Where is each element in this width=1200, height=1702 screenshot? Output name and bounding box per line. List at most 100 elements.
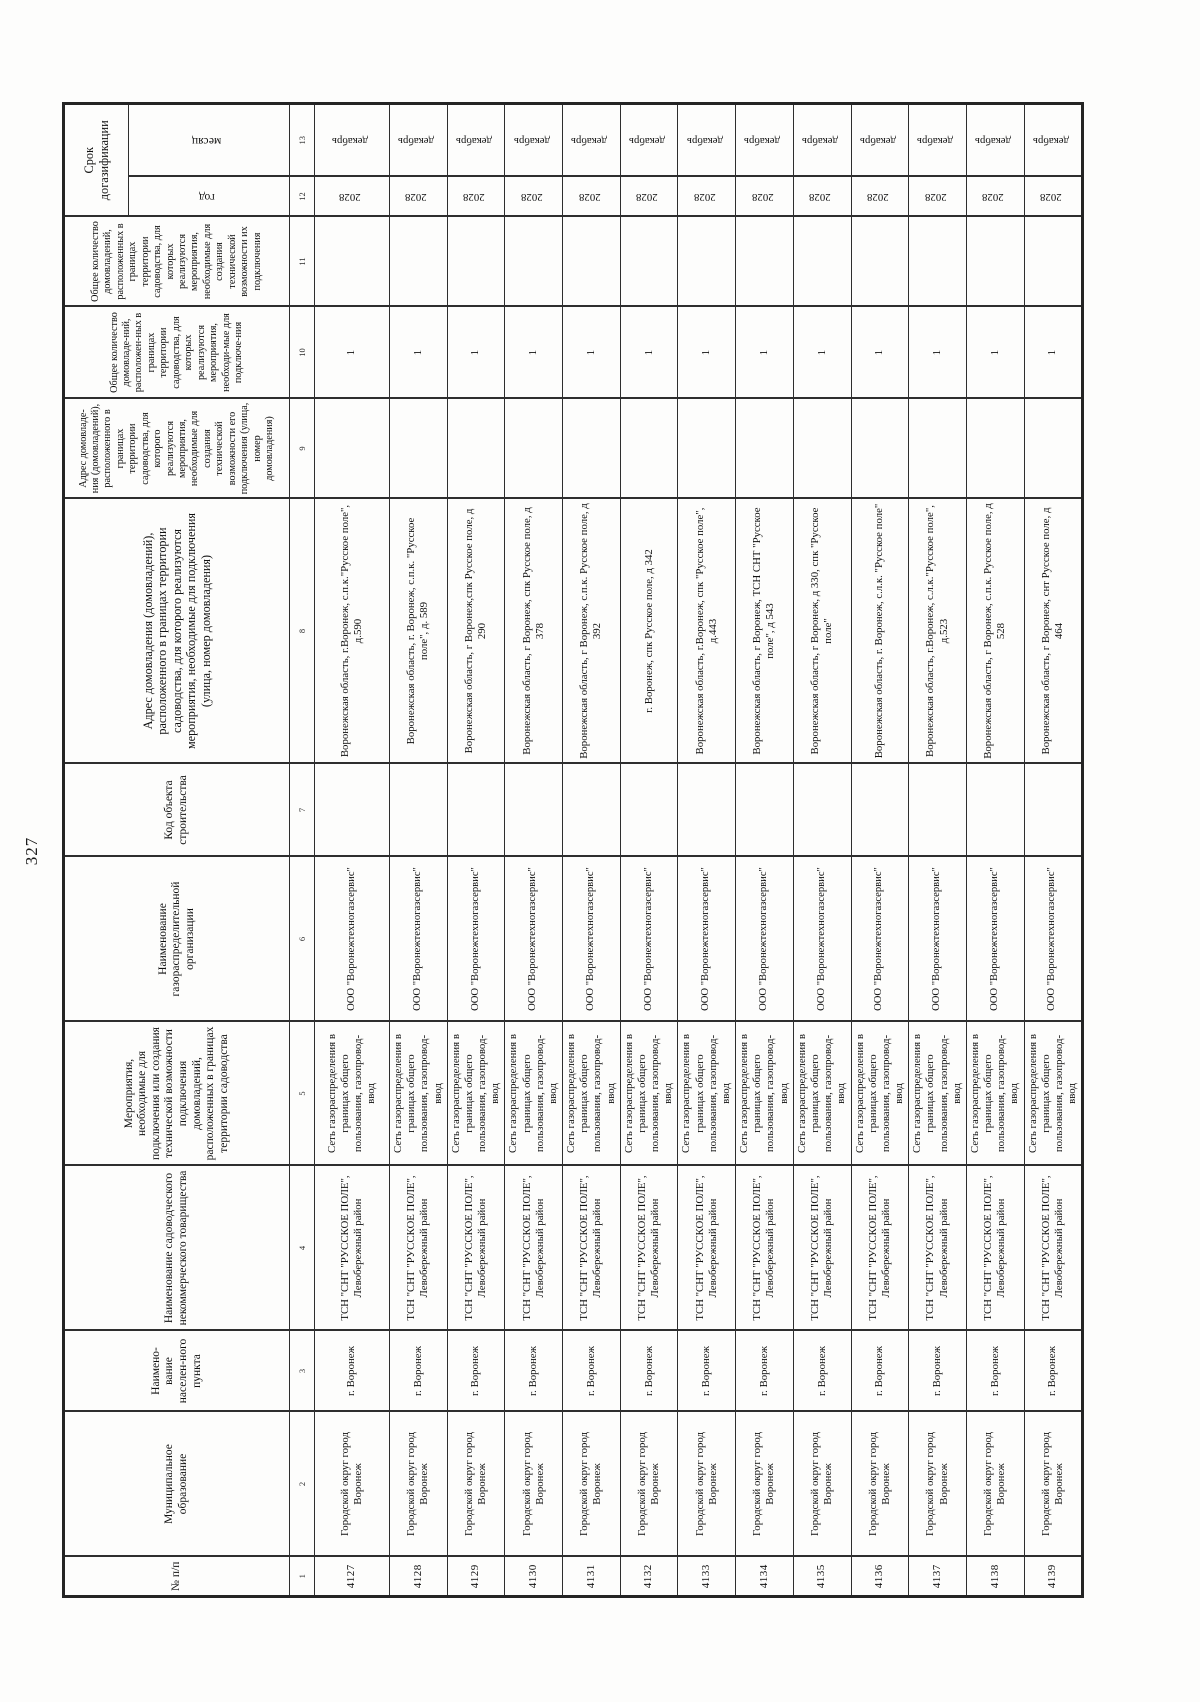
count-tech-cell [620,216,678,307]
year-cell: 2028 [504,176,563,217]
month-value: декабрь [975,134,1012,147]
month-value: декабрь [802,134,839,147]
row-number-cell: 4128 [389,1556,448,1597]
measures-cell: Сеть газораспределения в границах общего… [966,1021,1025,1166]
column-number-9: 9 [289,398,315,499]
municipality-cell: Городской округ город Воронеж [389,1411,448,1557]
column-number-3: 3 [289,1330,315,1412]
header-year-label: год [198,191,215,204]
address-connect-cell: Воронежская область, г Воронеж,спк Русск… [447,498,505,764]
year-value: 2028 [405,190,428,203]
count-connect-cell: 1 [562,306,621,399]
municipality-cell: Городской округ город Воронеж [735,1411,794,1557]
gas-org-cell: ООО "Воронежтехногазсервис" [677,856,736,1022]
count-tech-cell [447,216,505,307]
column-number-6: 6 [289,856,315,1022]
year-value: 2028 [982,190,1004,203]
column-number-11: 11 [289,216,315,307]
gas-org-cell: ООО "Воронежтехногазсервис" [389,856,448,1022]
address-tech-cell [908,398,967,499]
address-connect-cell: Воронежская область, г.Воронеж, спк "Рус… [677,498,736,764]
address-tech-cell [389,398,448,499]
month-cell: декабрь [966,103,1025,177]
snt-cell: ТСН "СНТ "РУССКОЕ ПОЛЕ", Левобережный ра… [735,1165,794,1331]
measures-cell: Сеть газораспределения в границах общего… [504,1021,563,1166]
page-number: 327 [22,836,41,866]
month-value: декабрь [398,134,435,147]
gas-org-cell: ООО "Воронежтехногазсервис" [504,856,563,1022]
year-cell: 2028 [908,176,967,217]
settlement-cell: г. Воронеж [966,1330,1025,1412]
header-construction-code: Код объекта строительства [63,763,290,857]
snt-cell: ТСН "СНТ "РУССКОЕ ПОЛЕ", Левобережный ра… [1024,1165,1083,1331]
month-value: декабрь [917,134,954,147]
table-row: 4134 Городской округ город Воронеж г. Во… [735,103,794,1597]
settlement-cell: г. Воронеж [908,1330,967,1412]
address-tech-cell [314,398,390,499]
row-number-cell: 4137 [908,1556,967,1597]
row-number-cell: 4136 [851,1556,909,1597]
row-number-cell: 4134 [735,1556,794,1597]
month-value: декабрь [571,134,608,147]
municipality-cell: Городской округ город Воронеж [447,1411,505,1557]
month-value: декабрь [513,134,550,147]
row-number-cell: 4132 [620,1556,678,1597]
gas-org-cell: ООО "Воронежтехногазсервис" [908,856,967,1022]
header-month: месяц [128,103,290,177]
gas-org-cell: ООО "Воронежтехногазсервис" [735,856,794,1022]
column-number-5: 5 [289,1021,315,1166]
month-cell: декабрь [504,103,563,177]
settlement-cell: г. Воронеж [314,1330,390,1412]
construction-code-cell [389,763,448,857]
header-year: год [128,176,290,217]
snt-cell: ТСН "СНТ "РУССКОЕ ПОЛЕ", Левобережный ра… [793,1165,851,1331]
month-cell: декабрь [908,103,967,177]
measures-cell: Сеть газораспределения в границах общего… [793,1021,851,1166]
header-row-index: № п/п [63,1556,290,1597]
address-connect-cell: Воронежская область, г Воронеж, спк Русс… [504,498,563,764]
measures-cell: Сеть газораспределения в границах общего… [620,1021,678,1166]
month-value: декабрь [859,134,896,147]
year-value: 2028 [339,190,361,203]
header-gas-org: Наименование газораспределительной орган… [63,856,290,1022]
table-row: 4138 Городской округ город Воронеж г. Во… [966,103,1025,1597]
measures-cell: Сеть газораспределения в границах общего… [677,1021,736,1166]
table-header: № п/п Муниципальное образование Наимено-… [63,103,315,1597]
construction-code-cell [447,763,505,857]
month-cell: декабрь [735,103,794,177]
count-tech-cell [735,216,794,307]
column-number-1: 1 [289,1556,315,1597]
year-value: 2028 [636,190,658,203]
snt-cell: ТСН "СНТ "РУССКОЕ ПОЛЕ", Левобережный ра… [447,1165,505,1331]
year-cell: 2028 [793,176,851,217]
settlement-cell: г. Воронеж [793,1330,851,1412]
snt-cell: ТСН "СНТ "РУССКОЕ ПОЛЕ", Левобережный ра… [851,1165,909,1331]
municipality-cell: Городской округ город Воронеж [966,1411,1025,1557]
month-value: декабрь [744,134,781,147]
address-tech-cell [620,398,678,499]
month-cell: декабрь [1024,103,1083,177]
construction-code-cell [966,763,1025,857]
address-tech-cell [562,398,621,499]
year-cell: 2028 [620,176,678,217]
snt-cell: ТСН "СНТ "РУССКОЕ ПОЛЕ", Левобережный ра… [504,1165,563,1331]
snt-cell: ТСН "СНТ "РУССКОЕ ПОЛЕ", Левобережный ра… [314,1165,390,1331]
year-value: 2028 [520,190,543,203]
count-tech-cell [677,216,736,307]
address-connect-cell: Воронежская область, г Воронеж, ТСН СНТ … [735,498,794,764]
settlement-cell: г. Воронеж [447,1330,505,1412]
row-number-cell: 4129 [447,1556,505,1597]
address-connect-cell: Воронежская область, г.Воронеж, с.п.к."Р… [314,498,390,764]
measures-cell: Сеть газораспределения в границах общего… [562,1021,621,1166]
settlement-cell: г. Воронеж [620,1330,678,1412]
address-tech-cell [793,398,851,499]
year-value: 2028 [866,190,889,203]
address-connect-cell: Воронежская область, г Воронеж, д 330, с… [793,498,851,764]
municipality-cell: Городской округ город Воронеж [677,1411,736,1557]
snt-cell: ТСН "СНТ "РУССКОЕ ПОЛЕ", Левобережный ра… [389,1165,448,1331]
settlement-cell: г. Воронеж [851,1330,909,1412]
column-number-13: 13 [289,103,315,177]
year-value: 2028 [463,190,485,203]
construction-code-cell [851,763,909,857]
gas-org-cell: ООО "Воронежтехногазсервис" [447,856,505,1022]
